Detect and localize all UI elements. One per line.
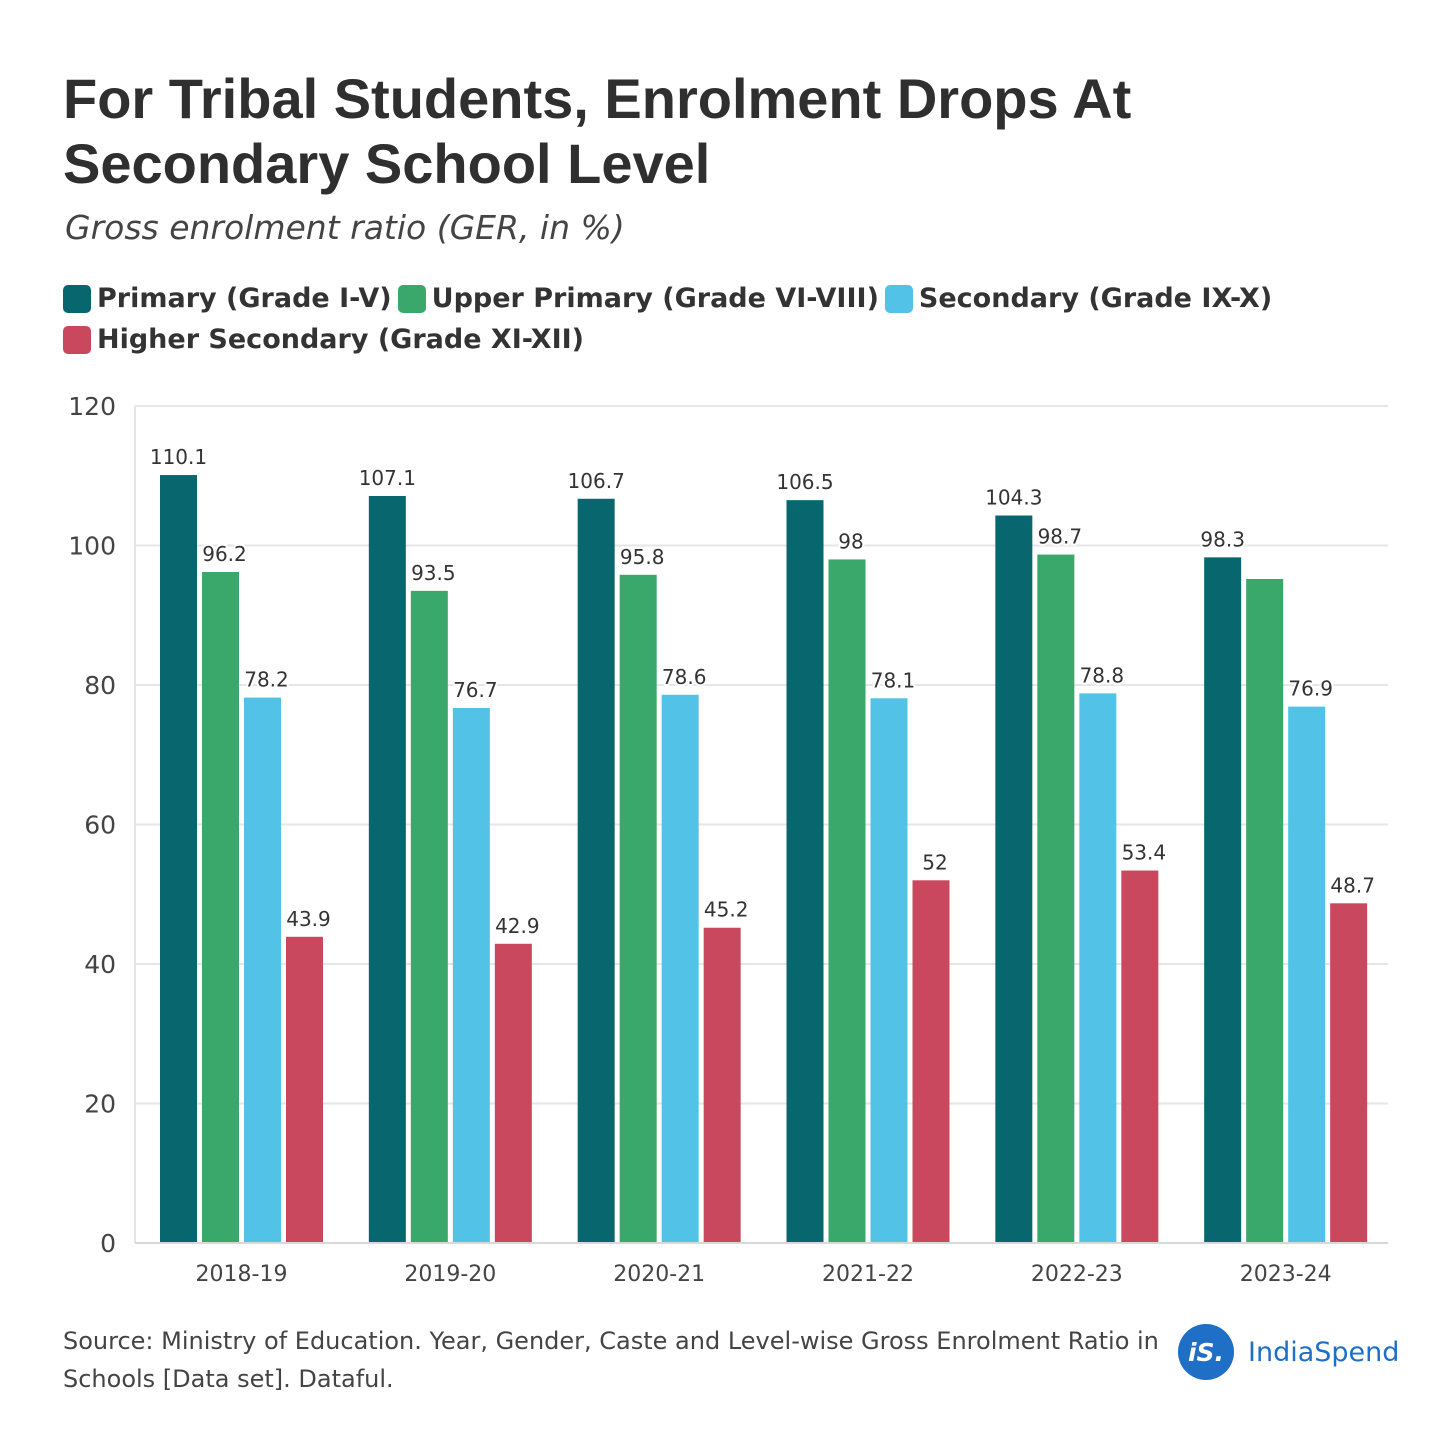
data-label: 106.7	[568, 469, 625, 493]
brand-badge: iS.	[1178, 1324, 1234, 1380]
data-label: 76.9	[1288, 677, 1333, 701]
data-label: 110.1	[150, 445, 207, 469]
data-label: 78.8	[1080, 663, 1125, 687]
x-tick-label: 2021-22	[822, 1262, 914, 1287]
data-label: 96.2	[202, 542, 247, 566]
bar	[160, 475, 197, 1243]
bar	[1204, 557, 1242, 1243]
bar	[1246, 578, 1284, 1243]
y-tick-label: 20	[84, 1090, 116, 1119]
data-label: 53.4	[1122, 841, 1167, 865]
bar	[661, 694, 699, 1243]
chart-title: For Tribal Students, Enrolment Drops At …	[63, 67, 1132, 195]
legend-label: Secondary (Grade IX-X)	[918, 283, 1273, 314]
legend-item: Upper Primary (Grade VI-VIII)	[397, 282, 879, 315]
data-label: 98.7	[1038, 525, 1083, 549]
legend-swatch	[397, 284, 426, 313]
bar	[202, 572, 239, 1243]
bar	[286, 936, 323, 1243]
bar	[452, 708, 490, 1243]
bar	[1079, 693, 1117, 1243]
legend-item: Secondary (Grade IX-X)	[884, 282, 1273, 315]
data-label: 45.2	[704, 898, 749, 922]
source-note: Source: Ministry of Education. Year, Gen…	[63, 1327, 1159, 1393]
bar	[494, 943, 532, 1243]
brand-name: IndiaSpend	[1248, 1336, 1400, 1368]
data-label: 42.9	[495, 914, 540, 938]
x-tick-label: 2023-24	[1240, 1262, 1332, 1287]
x-tick-label: 2020-21	[613, 1262, 705, 1287]
bar	[619, 574, 657, 1243]
bar	[244, 697, 281, 1243]
data-label: 93.5	[411, 561, 456, 585]
bar	[368, 495, 406, 1243]
data-label: 98.3	[1200, 527, 1245, 551]
data-label: 78.1	[871, 668, 916, 692]
legend-label: Primary (Grade I-V)	[97, 283, 392, 314]
data-label: 43.9	[286, 907, 331, 931]
legend-swatch	[63, 325, 91, 354]
x-tick-label: 2019-20	[404, 1262, 496, 1287]
bar	[1330, 903, 1368, 1243]
bar	[1288, 706, 1326, 1243]
brand-logo: iS. IndiaSpend	[1178, 1324, 1399, 1380]
bar	[870, 698, 908, 1243]
x-tick-label: 2018-19	[196, 1262, 288, 1287]
data-label: 106.5	[776, 470, 833, 494]
bar	[828, 559, 866, 1243]
bar	[1121, 870, 1159, 1243]
y-tick-label: 0	[100, 1229, 116, 1258]
bar	[410, 590, 448, 1243]
data-label: 78.2	[244, 668, 289, 692]
y-tick-label: 40	[84, 950, 116, 979]
bar	[703, 927, 741, 1243]
data-label: 52	[922, 850, 947, 874]
bar	[995, 515, 1033, 1243]
data-label: 104.3	[985, 486, 1042, 510]
data-label: 107.1	[359, 466, 416, 490]
legend-item: Higher Secondary (Grade XI-XII)	[63, 323, 584, 356]
data-label: 78.6	[662, 665, 707, 689]
bar	[577, 498, 615, 1244]
data-label: 95.8	[620, 545, 665, 569]
chart-subtitle: Gross enrolment ratio (GER, in %)	[65, 208, 625, 247]
bar	[786, 500, 824, 1244]
legend-label: Higher Secondary (Grade XI-XII)	[97, 324, 585, 355]
y-tick-label: 60	[84, 811, 116, 840]
legend-item: Primary (Grade I-V)	[63, 282, 392, 315]
x-tick-label: 2022-23	[1031, 1262, 1123, 1287]
data-label: 98	[838, 529, 863, 553]
legend-swatch	[63, 284, 91, 313]
y-tick-label: 100	[68, 532, 116, 561]
bar	[912, 880, 950, 1243]
y-tick-label: 120	[68, 392, 116, 421]
y-tick-label: 80	[84, 671, 116, 700]
legend-label: Upper Primary (Grade VI-VIII)	[431, 283, 879, 314]
legend-swatch	[884, 284, 913, 313]
data-label: 48.7	[1330, 873, 1375, 897]
bar	[1037, 554, 1075, 1243]
data-label: 76.7	[453, 678, 498, 702]
legend: Primary (Grade I-V) Upper Primary (Grade …	[63, 282, 1403, 356]
